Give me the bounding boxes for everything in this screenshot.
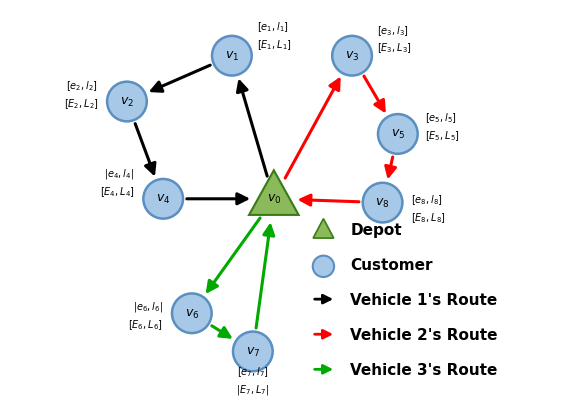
Circle shape (212, 37, 251, 76)
Text: $[e_2, l_2]$
$[E_2, L_2]$: $[e_2, l_2]$ $[E_2, L_2]$ (63, 79, 98, 110)
Text: $v_{5}$: $v_{5}$ (391, 128, 405, 141)
Circle shape (172, 294, 212, 333)
Polygon shape (249, 171, 299, 215)
Text: Depot: Depot (350, 222, 402, 237)
Text: Vehicle 2's Route: Vehicle 2's Route (350, 327, 498, 342)
Text: $[e_3, l_3]$
$[E_3, L_3]$: $[e_3, l_3]$ $[E_3, L_3]$ (377, 24, 411, 55)
Text: $[e_8, l_8]$
$[E_8, L_8]$: $[e_8, l_8]$ $[E_8, L_8]$ (411, 193, 446, 225)
Text: Vehicle 1's Route: Vehicle 1's Route (350, 292, 498, 307)
Text: Customer: Customer (350, 257, 432, 272)
Text: $v_{2}$: $v_{2}$ (120, 96, 134, 109)
Circle shape (313, 256, 334, 277)
Text: $[e_7, l_7]$
$|E_7, L_7|$: $[e_7, l_7]$ $|E_7, L_7|$ (236, 365, 269, 396)
Text: $v_{1}$: $v_{1}$ (225, 50, 239, 63)
Text: Vehicle 3's Route: Vehicle 3's Route (350, 362, 498, 377)
Circle shape (233, 332, 273, 371)
Circle shape (107, 83, 147, 122)
Text: $[e_5, l_5]$
$[E_5, L_5]$: $[e_5, l_5]$ $[E_5, L_5]$ (425, 111, 460, 143)
Text: $v_{3}$: $v_{3}$ (345, 50, 359, 63)
Circle shape (363, 183, 402, 223)
Circle shape (378, 115, 418, 154)
Text: $|e_4, l_4|$
$[E_4, L_4]$: $|e_4, l_4|$ $[E_4, L_4]$ (100, 166, 134, 198)
Circle shape (332, 37, 372, 76)
Text: $v_{6}$: $v_{6}$ (184, 307, 199, 320)
Text: $v_{7}$: $v_{7}$ (246, 345, 260, 358)
Text: $|e_6, l_6|$
$[E_6, L_6]$: $|e_6, l_6|$ $[E_6, L_6]$ (129, 300, 163, 331)
Text: $v_{0}$: $v_{0}$ (267, 193, 281, 206)
Text: $v_{4}$: $v_{4}$ (156, 193, 171, 206)
Polygon shape (313, 219, 333, 239)
Text: $[e_1, l_1]$
$[E_1, L_1]$: $[e_1, l_1]$ $[E_1, L_1]$ (257, 20, 292, 51)
Circle shape (143, 180, 183, 219)
Text: $v_{8}$: $v_{8}$ (375, 196, 390, 210)
